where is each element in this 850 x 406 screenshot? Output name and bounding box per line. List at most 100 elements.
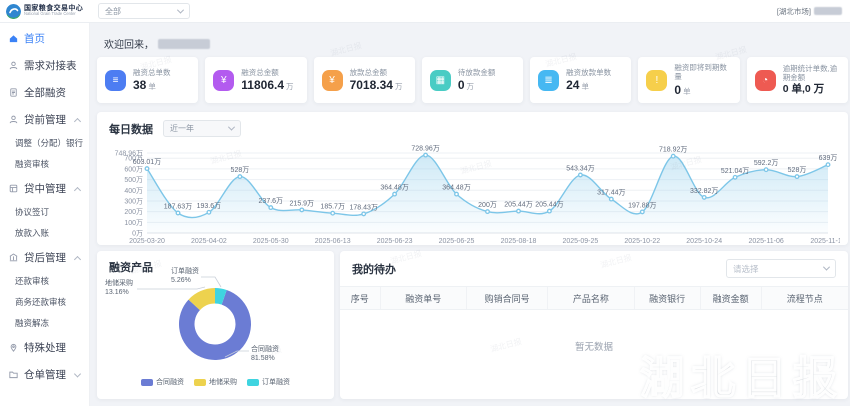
sidebar-subitem-adjust-assign-bank[interactable]: 调整（分配）银行 bbox=[15, 138, 84, 148]
todo-filter-select[interactable]: 请选择 bbox=[726, 259, 836, 278]
svg-text:2025-06-13: 2025-06-13 bbox=[315, 238, 351, 245]
sidebar-item-warehouse-receipt[interactable]: 仓单管理 bbox=[0, 361, 89, 388]
coin-icon: ¥ bbox=[321, 69, 343, 91]
chevron-up-icon bbox=[73, 186, 82, 194]
stat-label: 融资总单数 bbox=[133, 67, 171, 77]
market-tag: [湖北市场] bbox=[776, 6, 811, 16]
sidebar-item-label: 特殊处理 bbox=[24, 342, 66, 354]
sidebar-subitem-business-repayment-review[interactable]: 商务还款审核 bbox=[15, 297, 67, 307]
svg-text:364.48万: 364.48万 bbox=[442, 184, 470, 192]
svg-text:2025-11-18: 2025-11-18 bbox=[810, 238, 840, 245]
table-header-cell: 融资金额 bbox=[701, 287, 762, 309]
time-range-value: 近一年 bbox=[170, 124, 194, 133]
svg-text:200万: 200万 bbox=[478, 201, 497, 209]
sidebar: 首页 需求对接表 全部融资 贷前管理 调整（分配）银行 融资审核 贷中管理 协议… bbox=[0, 22, 90, 406]
svg-text:2025-11-06: 2025-11-06 bbox=[748, 238, 783, 245]
svg-text:237.6万: 237.6万 bbox=[259, 197, 284, 205]
panel-title: 融资产品 bbox=[109, 262, 153, 274]
empty-state-text: 暂无数据 bbox=[574, 342, 613, 353]
stat-unit: 万 bbox=[286, 82, 294, 92]
legend-item-reserve-purchase[interactable]: 地储采购 bbox=[194, 377, 237, 387]
stat-label: 逾期统计单数,逾期金额 bbox=[782, 64, 838, 82]
stat-unit: 单 bbox=[683, 86, 691, 96]
legend-chip bbox=[247, 378, 259, 386]
legend-item-contract-financing[interactable]: 合同融资 bbox=[141, 377, 184, 387]
chevron-down-icon bbox=[822, 263, 831, 271]
sidebar-item-demand-matching[interactable]: 需求对接表 bbox=[0, 52, 89, 79]
sidebar-item-label: 需求对接表 bbox=[24, 60, 77, 72]
sidebar-item-special-handling[interactable]: 特殊处理 bbox=[0, 334, 89, 361]
sidebar-subitem-financing-unfreeze[interactable]: 融资解冻 bbox=[15, 318, 50, 328]
svg-text:400万: 400万 bbox=[124, 187, 143, 195]
stat-value: 0 bbox=[457, 78, 465, 93]
chevron-up-icon bbox=[73, 255, 82, 263]
stat-unit: 单 bbox=[148, 82, 156, 92]
svg-text:528万: 528万 bbox=[788, 166, 807, 174]
home-icon bbox=[9, 35, 18, 43]
table-header-cell: 流程节点 bbox=[786, 293, 823, 304]
svg-text:332.82万: 332.82万 bbox=[690, 187, 718, 195]
legend-chip bbox=[141, 378, 153, 386]
sidebar-subitem-loan-disbursement[interactable]: 放款入账 bbox=[15, 228, 50, 238]
stat-value: 0 单,0 万 bbox=[782, 83, 825, 96]
daily-line-chart: 0万 100万 200万 300万 400万 500万 600万 700万748.96万603… bbox=[115, 145, 840, 245]
sidebar-item-midloan-management[interactable]: 贷中管理 bbox=[0, 175, 89, 202]
sidebar-item-postloan-management[interactable]: 贷后管理 bbox=[0, 244, 89, 271]
sidebar-subitem-financing-review[interactable]: 融资审核 bbox=[15, 159, 50, 169]
stat-label: 融资总金额 bbox=[241, 67, 279, 77]
todo-filter-placeholder: 请选择 bbox=[733, 263, 759, 274]
svg-text:205.44万: 205.44万 bbox=[504, 201, 532, 209]
time-range-select[interactable]: 近一年 bbox=[163, 120, 241, 137]
svg-text:178.43万: 178.43万 bbox=[349, 203, 377, 211]
sidebar-item-home[interactable]: 首页 bbox=[0, 25, 89, 52]
stat-card-disbursed-count: ≣ 融资放款单数 24 单 bbox=[530, 57, 632, 103]
svg-text:521.04万: 521.04万 bbox=[721, 167, 749, 175]
sidebar-item-label: 仓单管理 bbox=[24, 369, 66, 381]
svg-text:364.48万: 364.48万 bbox=[380, 184, 408, 192]
sidebar-item-label: 全部融资 bbox=[24, 87, 66, 99]
stat-label: 融资放款单数 bbox=[566, 67, 612, 77]
user-icon bbox=[9, 61, 18, 70]
pin-icon bbox=[10, 343, 17, 352]
legend-item-order-financing[interactable]: 订单融资 bbox=[247, 377, 290, 387]
svg-text:2025-10-24: 2025-10-24 bbox=[686, 238, 722, 245]
stat-unit: 单 bbox=[581, 82, 589, 92]
panel-title: 每日数据 bbox=[109, 123, 153, 136]
svg-text:200万: 200万 bbox=[124, 208, 143, 216]
folder-icon bbox=[9, 371, 18, 379]
stats-row: ≡ 融资总单数 38 单 ¥ 融资总金额 11806.4 万 ¥ 放款总金额 701… bbox=[97, 57, 848, 103]
sidebar-item-all-financing[interactable]: 全部融资 bbox=[0, 79, 89, 106]
svg-text:205.44万: 205.44万 bbox=[535, 201, 563, 209]
grain-center-logo-icon bbox=[6, 3, 21, 19]
sidebar-subitem-repayment-review[interactable]: 还款审核 bbox=[15, 276, 50, 286]
my-todo-panel: 我的待办 请选择 序号 融资单号 购销合同号 产品名称 融资银行 融资金额 流程… bbox=[340, 251, 848, 399]
bank-icon bbox=[9, 253, 18, 262]
svg-text:2025-06-25: 2025-06-25 bbox=[439, 238, 475, 245]
stat-label: 放款总金额 bbox=[349, 67, 388, 77]
sidebar-item-label: 首页 bbox=[24, 33, 45, 45]
brand-subtitle: National Grain Trade Center bbox=[24, 11, 76, 17]
document-icon bbox=[10, 88, 17, 97]
svg-text:2025-03-20: 2025-03-20 bbox=[129, 238, 165, 245]
sidebar-subitem-agreement-signing[interactable]: 协议签订 bbox=[15, 207, 50, 217]
due-soon-icon: ! bbox=[646, 69, 668, 91]
svg-text:197.88万: 197.88万 bbox=[628, 201, 656, 209]
document-icon: ≡ bbox=[105, 69, 126, 91]
top-header: 国家粮食交易中心 National Grain Trade Center 全部 … bbox=[0, 0, 850, 23]
svg-text:718.92万: 718.92万 bbox=[659, 146, 687, 154]
daily-data-panel: 每日数据 近一年 0万 100万 200万 300万 400万 500万 600万 700万 7… bbox=[97, 112, 848, 245]
svg-text:543.34万: 543.34万 bbox=[566, 165, 594, 173]
svg-text:215.9万: 215.9万 bbox=[290, 199, 315, 207]
svg-text:600万: 600万 bbox=[124, 165, 143, 173]
sidebar-item-preloan-management[interactable]: 贷前管理 bbox=[0, 106, 89, 133]
table-header-cell: 融资单号 bbox=[381, 287, 467, 309]
svg-text:603.01万: 603.01万 bbox=[133, 158, 161, 166]
table-header-cell: 融资银行 bbox=[635, 287, 701, 309]
market-filter-select[interactable]: 全部 bbox=[98, 3, 190, 19]
svg-text:528万: 528万 bbox=[231, 166, 250, 174]
todo-table-header: 序号 融资单号 购销合同号 产品名称 融资银行 融资金额 流程节点 bbox=[340, 286, 848, 310]
stat-card-overdue: ◔ 逾期统计单数,逾期金额 0 单,0 万 bbox=[746, 57, 848, 103]
stat-card-total-financing-amount: ¥ 融资总金额 11806.4 万 bbox=[205, 57, 307, 103]
chevron-down-icon bbox=[227, 123, 236, 131]
